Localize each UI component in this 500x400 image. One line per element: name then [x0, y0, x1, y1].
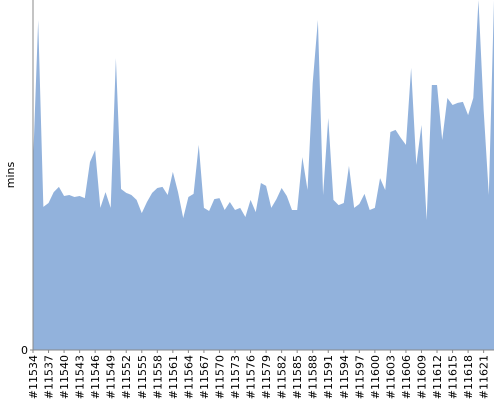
- x-tick-label: #11582: [276, 355, 289, 399]
- x-tick-label: #11573: [229, 355, 242, 399]
- x-tick-label: #11618: [462, 355, 475, 399]
- x-tick-label: #11603: [384, 355, 397, 399]
- x-tick-label: #11609: [415, 355, 428, 399]
- x-tick-label: #11537: [43, 355, 56, 399]
- x-tick-label: #11546: [89, 355, 102, 399]
- x-tick-label: #11552: [120, 355, 133, 399]
- x-tick-label: #11540: [58, 355, 71, 399]
- x-tick-label: #11615: [447, 355, 460, 399]
- x-tick-label: #11591: [322, 355, 335, 399]
- x-tick-label: #11597: [353, 355, 366, 399]
- x-tick-label: #11576: [245, 355, 258, 399]
- x-tick-label: #11600: [369, 355, 382, 399]
- x-tick-label: #11579: [260, 355, 273, 399]
- x-tick-label: #11555: [136, 355, 149, 399]
- x-tick-label: #11606: [400, 355, 413, 399]
- x-tick-label: #11570: [213, 355, 226, 399]
- x-tick-label: #11612: [431, 355, 444, 399]
- x-tick-label: #11534: [27, 355, 40, 399]
- x-tick-label: #11561: [167, 355, 180, 399]
- x-tick-label: #11585: [291, 355, 304, 399]
- area: [33, 0, 494, 350]
- y-axis-label: mins: [4, 161, 17, 188]
- x-tick-label: #11549: [105, 355, 118, 399]
- x-tick-label: #11543: [74, 355, 87, 399]
- x-tick-label: #11621: [478, 355, 491, 399]
- y-tick-label: 0: [21, 344, 28, 357]
- x-tick-label: #11588: [307, 355, 320, 399]
- x-tick-label: #11564: [182, 355, 195, 399]
- x-tick-label: #11594: [338, 355, 351, 399]
- x-tick-label: #11558: [151, 355, 164, 399]
- x-tick-label: #11567: [198, 355, 211, 399]
